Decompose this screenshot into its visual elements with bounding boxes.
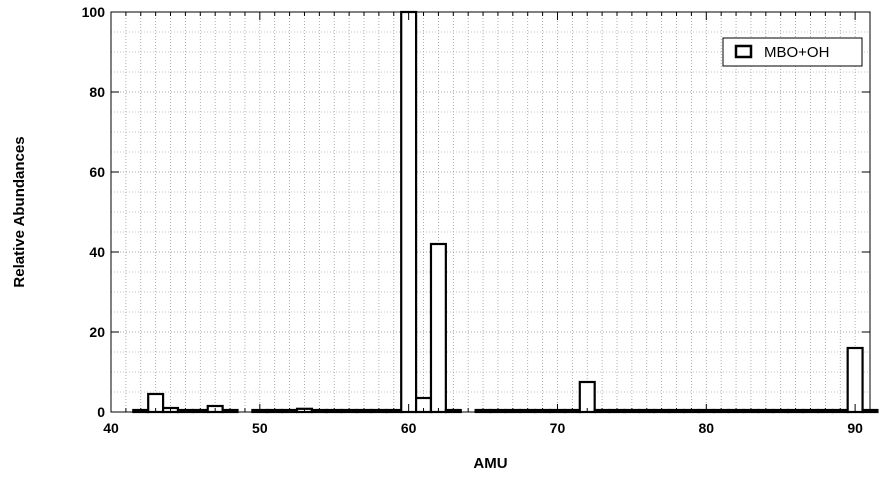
- x-tick-label: 90: [847, 420, 863, 436]
- bar: [429, 242, 447, 414]
- y-tick-label: 60: [89, 164, 105, 180]
- legend-swatch: [734, 44, 753, 59]
- legend-label: MBO+OH: [764, 44, 829, 61]
- x-tick-label: 80: [699, 420, 715, 436]
- bar: [578, 380, 596, 414]
- y-tick-label: 20: [89, 324, 105, 340]
- plot-frame: [110, 11, 871, 413]
- x-tick-label: 50: [252, 420, 268, 436]
- x-tick-labels: 40 50 60 70 80 90: [103, 420, 863, 436]
- grid: [110, 11, 871, 413]
- y-tick-labels: 0 20 40 60 80 100: [82, 4, 106, 420]
- y-tick-label: 40: [89, 244, 105, 260]
- x-tick-label: 60: [401, 420, 417, 436]
- y-tick-label: 80: [89, 84, 105, 100]
- legend: MBO+OH: [722, 37, 863, 67]
- axis-ticks: [110, 11, 871, 413]
- x-tick-label: 40: [103, 420, 119, 436]
- y-axis-title: Relative Abundances: [11, 136, 28, 287]
- y-tick-label: 0: [97, 404, 105, 420]
- bar: [846, 346, 864, 414]
- y-tick-label: 100: [82, 4, 106, 20]
- bar: [400, 10, 418, 414]
- x-axis-title: AMU: [473, 455, 507, 472]
- x-tick-label: 70: [550, 420, 566, 436]
